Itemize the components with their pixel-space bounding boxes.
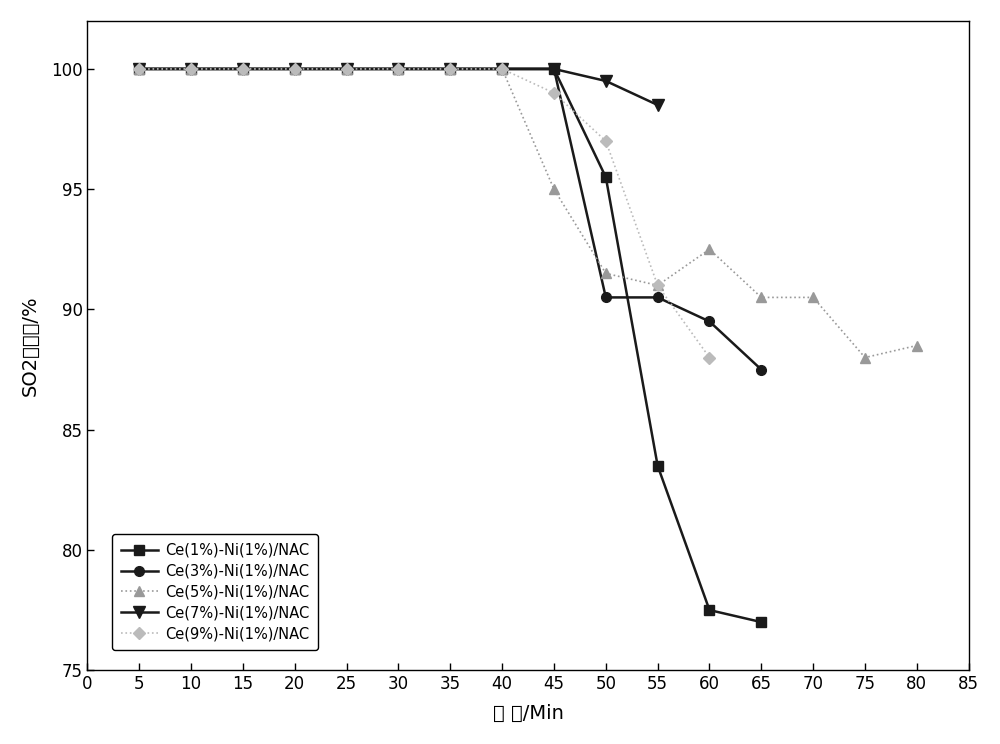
Ce(1%)-Ni(1%)/NAC: [496, 65, 508, 74]
Y-axis label: SO2脱出率/%: SO2脱出率/%: [21, 295, 40, 396]
Ce(7%)-Ni(1%)/NAC: [133, 65, 145, 74]
Ce(3%)-Ni(1%)/NAC: [444, 65, 456, 74]
Ce(7%)-Ni(1%)/NAC: [289, 65, 301, 74]
Ce(5%)-Ni(1%)/NAC: [548, 185, 560, 193]
Ce(5%)-Ni(1%)/NAC: [703, 245, 715, 254]
Ce(9%)-Ni(1%)/NAC: [496, 65, 508, 74]
Ce(5%)-Ni(1%)/NAC: [341, 65, 353, 74]
Ce(9%)-Ni(1%)/NAC: [133, 65, 145, 74]
Ce(1%)-Ni(1%)/NAC: [133, 65, 145, 74]
Ce(7%)-Ni(1%)/NAC: [548, 65, 560, 74]
Ce(3%)-Ni(1%)/NAC: [133, 65, 145, 74]
Ce(7%)-Ni(1%)/NAC: [600, 77, 612, 86]
Ce(5%)-Ni(1%)/NAC: [496, 65, 508, 74]
Ce(1%)-Ni(1%)/NAC: [237, 65, 249, 74]
Ce(1%)-Ni(1%)/NAC: [392, 65, 404, 74]
Line: Ce(9%)-Ni(1%)/NAC: Ce(9%)-Ni(1%)/NAC: [135, 65, 714, 362]
Ce(1%)-Ni(1%)/NAC: [548, 65, 560, 74]
Ce(1%)-Ni(1%)/NAC: [185, 65, 197, 74]
Ce(9%)-Ni(1%)/NAC: [392, 65, 404, 74]
Ce(7%)-Ni(1%)/NAC: [185, 65, 197, 74]
Ce(9%)-Ni(1%)/NAC: [652, 281, 664, 290]
Ce(5%)-Ni(1%)/NAC: [392, 65, 404, 74]
Ce(5%)-Ni(1%)/NAC: [859, 353, 871, 362]
Ce(3%)-Ni(1%)/NAC: [341, 65, 353, 74]
Ce(3%)-Ni(1%)/NAC: [548, 65, 560, 74]
Ce(1%)-Ni(1%)/NAC: [289, 65, 301, 74]
Ce(7%)-Ni(1%)/NAC: [652, 100, 664, 109]
Ce(3%)-Ni(1%)/NAC: [703, 317, 715, 326]
Ce(9%)-Ni(1%)/NAC: [600, 137, 612, 146]
Ce(7%)-Ni(1%)/NAC: [341, 65, 353, 74]
Ce(5%)-Ni(1%)/NAC: [807, 293, 819, 302]
Legend: Ce(1%)-Ni(1%)/NAC, Ce(3%)-Ni(1%)/NAC, Ce(5%)-Ni(1%)/NAC, Ce(7%)-Ni(1%)/NAC, Ce(9: Ce(1%)-Ni(1%)/NAC, Ce(3%)-Ni(1%)/NAC, Ce…: [112, 534, 318, 650]
Ce(5%)-Ni(1%)/NAC: [600, 269, 612, 278]
Ce(7%)-Ni(1%)/NAC: [237, 65, 249, 74]
Ce(7%)-Ni(1%)/NAC: [392, 65, 404, 74]
Ce(5%)-Ni(1%)/NAC: [652, 281, 664, 290]
X-axis label: 时 间/Min: 时 间/Min: [493, 704, 563, 723]
Ce(3%)-Ni(1%)/NAC: [755, 365, 767, 374]
Ce(1%)-Ni(1%)/NAC: [755, 618, 767, 626]
Ce(5%)-Ni(1%)/NAC: [237, 65, 249, 74]
Ce(7%)-Ni(1%)/NAC: [444, 65, 456, 74]
Ce(1%)-Ni(1%)/NAC: [703, 606, 715, 615]
Ce(3%)-Ni(1%)/NAC: [392, 65, 404, 74]
Ce(3%)-Ni(1%)/NAC: [289, 65, 301, 74]
Ce(3%)-Ni(1%)/NAC: [496, 65, 508, 74]
Ce(3%)-Ni(1%)/NAC: [652, 293, 664, 302]
Ce(3%)-Ni(1%)/NAC: [600, 293, 612, 302]
Ce(9%)-Ni(1%)/NAC: [237, 65, 249, 74]
Ce(5%)-Ni(1%)/NAC: [755, 293, 767, 302]
Line: Ce(7%)-Ni(1%)/NAC: Ce(7%)-Ni(1%)/NAC: [134, 63, 663, 111]
Line: Ce(1%)-Ni(1%)/NAC: Ce(1%)-Ni(1%)/NAC: [134, 64, 766, 627]
Ce(5%)-Ni(1%)/NAC: [289, 65, 301, 74]
Ce(5%)-Ni(1%)/NAC: [911, 341, 923, 350]
Ce(3%)-Ni(1%)/NAC: [237, 65, 249, 74]
Ce(9%)-Ni(1%)/NAC: [341, 65, 353, 74]
Ce(9%)-Ni(1%)/NAC: [548, 89, 560, 97]
Ce(9%)-Ni(1%)/NAC: [185, 65, 197, 74]
Line: Ce(3%)-Ni(1%)/NAC: Ce(3%)-Ni(1%)/NAC: [134, 64, 766, 374]
Ce(9%)-Ni(1%)/NAC: [444, 65, 456, 74]
Line: Ce(5%)-Ni(1%)/NAC: Ce(5%)-Ni(1%)/NAC: [134, 64, 922, 362]
Ce(5%)-Ni(1%)/NAC: [444, 65, 456, 74]
Ce(1%)-Ni(1%)/NAC: [652, 461, 664, 470]
Ce(3%)-Ni(1%)/NAC: [185, 65, 197, 74]
Ce(1%)-Ni(1%)/NAC: [341, 65, 353, 74]
Ce(1%)-Ni(1%)/NAC: [444, 65, 456, 74]
Ce(5%)-Ni(1%)/NAC: [133, 65, 145, 74]
Ce(1%)-Ni(1%)/NAC: [600, 173, 612, 182]
Ce(7%)-Ni(1%)/NAC: [496, 65, 508, 74]
Ce(5%)-Ni(1%)/NAC: [185, 65, 197, 74]
Ce(9%)-Ni(1%)/NAC: [703, 353, 715, 362]
Ce(9%)-Ni(1%)/NAC: [289, 65, 301, 74]
